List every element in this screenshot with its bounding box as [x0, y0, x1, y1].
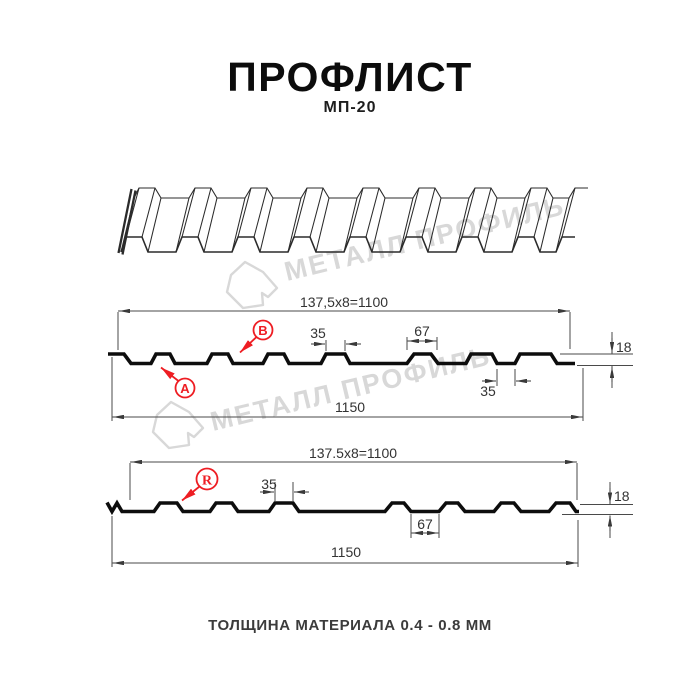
sheet-cut-edge: [117, 188, 137, 255]
profile-outline: [105, 499, 579, 516]
point-label-b: B: [258, 323, 267, 338]
dim-overall-width: 1150: [331, 544, 361, 560]
brand-watermark-text: МЕТАЛЛ ПРОФИЛЬ: [207, 341, 493, 437]
dimension-lines: [112, 461, 611, 564]
cross-section-face: 137,5x8=1100 35 67 18 35 1150 B A: [108, 294, 633, 421]
dim-rib-base-width: 67: [414, 323, 430, 339]
watermark-upper: МЕТАЛЛ ПРОФИЛЬ: [225, 191, 568, 310]
point-marker-b: B: [239, 319, 274, 354]
point-marker-a: A: [160, 366, 196, 399]
dimension-lines: [112, 310, 613, 418]
dim-coverage-width: 137,5x8=1100: [300, 294, 388, 310]
dim-profile-height: 18: [614, 488, 630, 504]
point-label-r: R: [202, 474, 213, 489]
extension-lines: [111, 463, 633, 567]
dim-coverage-width: 137.5x8=1100: [309, 445, 397, 461]
dim-rib-top-width: 35: [261, 476, 277, 492]
profile-outline: [108, 352, 575, 366]
brand-watermark-text: МЕТАЛЛ ПРОФИЛЬ: [281, 191, 567, 287]
dim-profile-height: 18: [616, 339, 632, 355]
dimension-arrows: [113, 308, 615, 420]
cross-section-reverse: 137.5x8=1100 35 67 18 1150 R: [105, 445, 633, 567]
dim-rib-top-width: 35: [310, 325, 326, 341]
brand-logo-icon: [151, 400, 205, 450]
page-title: ПРОФЛИСТ: [227, 54, 473, 100]
brand-logo-icon: [225, 260, 279, 310]
material-thickness-note: ТОЛЩИНА МАТЕРИАЛА 0.4 - 0.8 ММ: [208, 617, 492, 634]
dimension-arrows: [113, 459, 613, 566]
point-marker-r: R: [181, 467, 219, 502]
dim-valley-width: 67: [417, 516, 433, 532]
dim-lock-groove-width: 35: [480, 383, 496, 399]
product-model: МП-20: [323, 99, 377, 116]
dim-overall-width: 1150: [335, 399, 365, 415]
point-label-a: A: [180, 381, 190, 396]
sheet-3d-view: [117, 187, 588, 255]
extension-lines: [111, 312, 633, 421]
